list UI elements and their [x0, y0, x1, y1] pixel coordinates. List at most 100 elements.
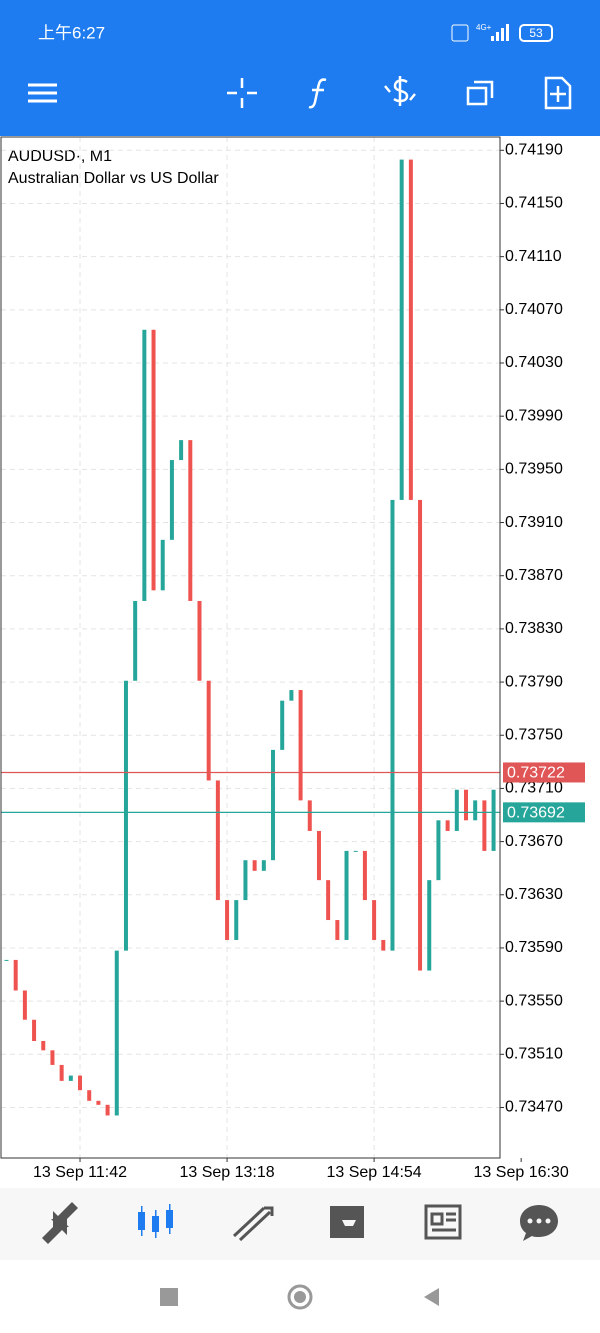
y-tick-label: 0.73670 — [505, 833, 563, 850]
y-tick-label: 0.73750 — [505, 726, 563, 743]
y-tick-label: 0.73790 — [505, 673, 563, 690]
signal-icon — [491, 24, 509, 41]
candle — [142, 329, 147, 601]
price-tag — [503, 802, 585, 823]
history-tab[interactable] — [330, 1206, 364, 1238]
candle — [464, 789, 468, 821]
candle — [78, 1075, 83, 1091]
crosshair-button[interactable] — [227, 78, 257, 108]
candle — [41, 1041, 46, 1051]
home-button[interactable] — [287, 1284, 313, 1310]
candle — [271, 749, 276, 861]
home-dot — [294, 1291, 306, 1303]
x-tick-label: 13 Sep 13:18 — [179, 1164, 274, 1181]
candle — [243, 860, 248, 901]
price-tag — [503, 762, 585, 783]
candle — [234, 900, 239, 940]
chart-subtitle: Australian Dollar vs US Dollar — [8, 170, 219, 187]
recent-apps-button[interactable] — [160, 1288, 178, 1306]
price-tag-label: 0.73722 — [507, 765, 565, 782]
candle — [390, 499, 395, 951]
x-tick-label: 13 Sep 14:54 — [326, 1164, 421, 1181]
bottom-nav — [0, 1188, 600, 1260]
volte-icon — [451, 24, 469, 42]
candle — [381, 939, 386, 951]
candle — [13, 959, 18, 991]
status-network: 4G+ — [476, 23, 492, 32]
candle — [362, 850, 367, 901]
chart-title: AUDUSD·, M1 — [8, 148, 112, 165]
candle — [68, 1075, 73, 1081]
y-tick-label: 0.73710 — [505, 780, 563, 797]
candle — [252, 860, 257, 871]
candle — [280, 700, 285, 750]
candle — [491, 789, 496, 851]
trade-button[interactable] — [384, 76, 416, 106]
x-tick-label: 13 Sep 11:42 — [33, 1164, 127, 1181]
trade-tab[interactable] — [232, 1206, 274, 1242]
candle — [445, 820, 450, 831]
battery-icon — [519, 24, 553, 42]
candle — [399, 159, 404, 500]
toolbar — [28, 76, 572, 110]
price-tag-label: 0.73692 — [507, 805, 565, 822]
y-tick-label: 0.74110 — [505, 248, 562, 265]
y-tick-label: 0.73830 — [505, 620, 563, 637]
candle — [179, 440, 184, 461]
candle — [160, 539, 165, 591]
candle — [261, 860, 266, 871]
candle — [123, 680, 128, 951]
candle — [436, 820, 441, 881]
y-tick-label: 0.73910 — [505, 514, 563, 531]
candle — [206, 680, 211, 781]
candle — [344, 850, 349, 940]
y-tick-label: 0.73550 — [505, 992, 563, 1009]
quotes-tab[interactable] — [42, 1202, 78, 1244]
candle — [59, 1064, 64, 1081]
chart-frame — [0, 136, 501, 1159]
new-order-button[interactable] — [544, 76, 572, 110]
indicators-button[interactable] — [308, 78, 327, 109]
candle — [114, 950, 119, 1116]
candle — [32, 1019, 37, 1042]
candle — [316, 830, 321, 881]
y-tick-label: 0.73590 — [505, 939, 563, 956]
candle — [225, 900, 230, 940]
candle — [326, 880, 331, 921]
back-button[interactable] — [424, 1288, 439, 1306]
candle — [87, 1090, 92, 1101]
candle — [298, 690, 303, 801]
candle — [408, 159, 413, 500]
candle — [96, 1100, 101, 1105]
y-tick-label: 0.73470 — [505, 1099, 563, 1116]
y-tick-label: 0.73950 — [505, 461, 563, 478]
windows-button[interactable] — [466, 80, 494, 106]
candle — [482, 800, 487, 851]
news-tab[interactable] — [424, 1204, 462, 1240]
battery-level: 53 — [529, 26, 543, 40]
candle — [22, 990, 27, 1020]
header-bar — [0, 0, 600, 136]
candle — [151, 329, 156, 591]
candle — [289, 690, 294, 701]
candle — [372, 900, 377, 940]
candle — [169, 460, 174, 540]
bottom-nav-icons — [42, 1202, 558, 1244]
candle — [50, 1050, 55, 1065]
menu-button[interactable] — [28, 83, 57, 103]
candle — [427, 880, 432, 971]
status-time: 上午6:27 — [38, 23, 105, 42]
candle — [307, 800, 312, 831]
candle — [197, 600, 202, 681]
y-tick-label: 0.74190 — [505, 142, 563, 159]
candle — [418, 499, 423, 971]
y-tick-label: 0.74030 — [505, 354, 563, 371]
chart-tab[interactable] — [138, 1204, 173, 1238]
candle — [133, 600, 138, 681]
y-tick-label: 0.73510 — [505, 1046, 563, 1063]
y-tick-label: 0.73870 — [505, 567, 563, 584]
candle — [215, 780, 220, 901]
y-tick-label: 0.74070 — [505, 301, 563, 318]
candle — [454, 789, 459, 831]
